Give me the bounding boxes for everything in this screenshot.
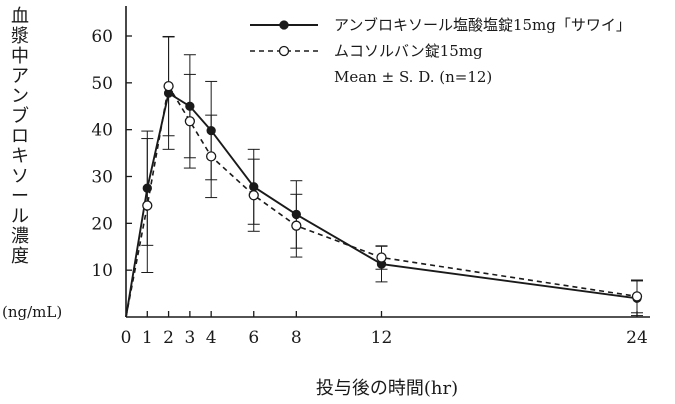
x-tick-label: 6	[248, 328, 259, 348]
x-tick-labels: 0 1 2 3 4 6 8 12 24	[121, 311, 648, 348]
data-points	[142, 80, 643, 303]
y-axis-title-char: 漿	[11, 26, 29, 47]
y-tick-label: 60	[91, 27, 113, 47]
data-point-series-2	[184, 116, 196, 127]
axes	[125, 6, 650, 318]
y-axis-title-char: ー	[11, 186, 29, 207]
series-line-1	[125, 91, 638, 318]
data-point-series-1	[142, 183, 152, 193]
y-axis-title-char: ロ	[11, 126, 29, 147]
data-point-series-1	[249, 182, 259, 192]
y-axis-title-char: ソ	[11, 166, 29, 187]
y-tick-label: 40	[91, 121, 113, 141]
x-tick-label: 3	[184, 328, 195, 348]
y-tick-label: 50	[91, 74, 113, 94]
data-point-series-2	[248, 190, 259, 201]
legend-note: Mean ± S. D. (n=12)	[334, 68, 492, 86]
legend-label-1: アンブロキソール塩酸塩錠15mg「サワイ」	[334, 16, 631, 34]
data-point-series-1	[185, 101, 195, 111]
x-tick-label: 12	[371, 328, 393, 348]
data-point-series-1	[291, 209, 301, 220]
data-point-series-2	[291, 220, 302, 231]
x-axis-title: 投与後の時間(hr)	[316, 378, 458, 399]
y-tick-label: 10	[91, 261, 113, 281]
x-tick-label: 24	[626, 328, 648, 348]
data-point-series-1	[206, 125, 216, 136]
x-tick-label: 8	[291, 328, 302, 348]
data-point-series-2	[631, 291, 643, 302]
data-point-series-2	[376, 252, 387, 263]
y-tick-label: 20	[91, 214, 113, 234]
y-tick-label: 30	[91, 168, 113, 188]
y-axis-title-char: 度	[11, 246, 29, 267]
data-point-series-2	[163, 80, 174, 92]
x-tick-label: 4	[206, 328, 217, 348]
data-point-series-2	[206, 151, 217, 162]
y-axis-title-char: ル	[11, 206, 29, 227]
y-axis-title-char: ブ	[11, 105, 29, 127]
x-tick-label: 1	[142, 328, 153, 348]
legend-marker-1	[279, 20, 289, 30]
y-axis-title-char: ン	[11, 86, 29, 107]
data-point-series-2	[142, 200, 153, 211]
y-axis-title-char: 濃	[11, 226, 29, 247]
y-tick-labels: 10 20 30 40 50 60	[91, 27, 132, 281]
legend: アンブロキソール塩酸塩錠15mg「サワイ」ムコソルバン錠15mg Mean ± S…	[250, 16, 631, 86]
legend-marker-2	[278, 45, 290, 57]
legend-label-2: ムコソルバン錠15mg	[334, 42, 483, 60]
x-tick-label: 2	[163, 328, 174, 348]
y-axis-title-char: ア	[11, 66, 29, 87]
y-axis-title-char: キ	[11, 146, 29, 167]
y-axis-title-char: 中	[11, 46, 29, 67]
x-tick-label: 0	[121, 328, 132, 348]
y-axis-title-char: 血	[11, 6, 29, 27]
y-axis-unit: (ng/mL)	[2, 303, 62, 321]
